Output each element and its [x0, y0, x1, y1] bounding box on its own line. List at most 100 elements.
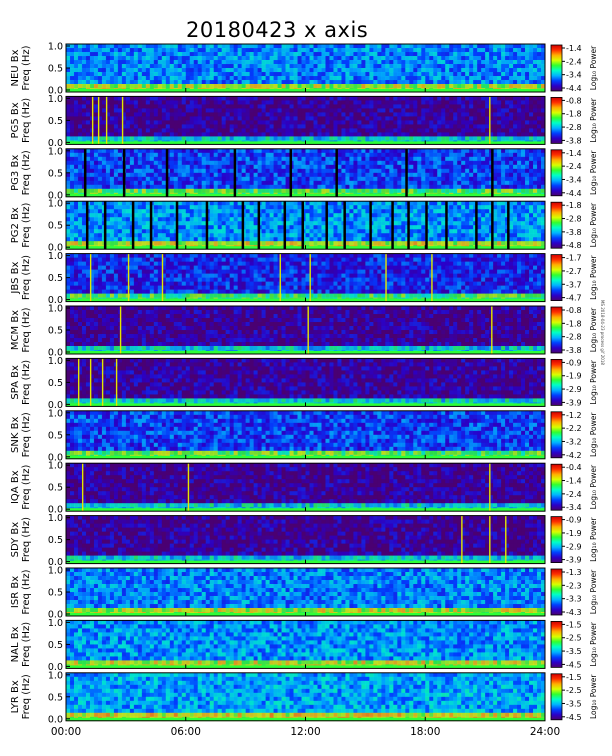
spectral-cell [177, 84, 183, 89]
spectral-cell [309, 180, 314, 186]
spectral-cell [177, 112, 183, 117]
spectral-cell [249, 68, 254, 73]
spectral-cell [217, 209, 222, 214]
spectral-cell [353, 108, 358, 113]
spectral-cell [181, 229, 187, 234]
spectral-cell [429, 76, 434, 81]
spectral-cell [145, 64, 151, 69]
spectral-cell [293, 148, 298, 154]
spectral-cell [77, 84, 83, 89]
spectral-cell [121, 48, 127, 53]
spectral-cell [173, 132, 179, 137]
spectral-cell [353, 64, 358, 69]
spectral-cell [169, 128, 175, 133]
spectral-cell [497, 44, 502, 49]
spectral-cell [373, 76, 378, 81]
colorbar-tick-label: -2.4 [566, 162, 582, 171]
spectral-cell [281, 160, 286, 166]
spectral-cell [141, 84, 147, 89]
spectral-cell [89, 56, 95, 61]
spectral-cell [477, 64, 482, 69]
spectral-cell [349, 68, 354, 73]
spectral-cell [145, 152, 151, 158]
spectral-cell [205, 184, 210, 190]
spectral-cell [209, 96, 214, 101]
spectral-cell [117, 64, 123, 69]
spectral-cell [177, 80, 183, 85]
spectral-cell [129, 72, 135, 77]
spectral-cell [77, 180, 83, 186]
spectral-cell [517, 56, 522, 61]
spectral-cell [265, 188, 270, 194]
spectral-cell [433, 156, 438, 162]
spectral-cell [325, 168, 330, 174]
spectral-cell [449, 156, 454, 162]
spectral-cell [237, 237, 242, 242]
spectral-cell [185, 164, 191, 170]
spectral-cell [377, 168, 382, 174]
spectral-cell [533, 72, 538, 77]
spectral-cell [185, 205, 191, 210]
spectral-cell [505, 52, 510, 57]
spectral-cell [237, 56, 242, 61]
spectral-cell [85, 112, 91, 117]
spectral-cell [385, 112, 390, 117]
spectral-cell [185, 233, 191, 238]
spectral-cell [105, 68, 111, 73]
spectral-cell [453, 176, 458, 182]
spectral-cell [161, 116, 167, 121]
spectral-cell [337, 128, 342, 133]
spectral-cell [241, 164, 246, 170]
spectral-cell [185, 96, 191, 101]
spectral-cell [101, 148, 107, 154]
spectral-cell [85, 44, 91, 49]
spectral-cell [105, 176, 111, 182]
spectral-cell [97, 120, 103, 125]
spectral-cell [197, 164, 203, 170]
spectral-cell [433, 100, 438, 105]
spectral-cell [69, 188, 75, 194]
spectral-cell [301, 132, 306, 137]
spectral-cell [481, 172, 486, 178]
spectral-cell [325, 48, 330, 53]
spectral-cell [525, 156, 530, 162]
spectral-cell [181, 160, 187, 166]
spectral-cell [281, 164, 286, 170]
spectral-cell [413, 56, 418, 61]
spectral-cell [241, 148, 246, 154]
spectral-cell [197, 84, 203, 89]
spectral-cell [389, 80, 394, 85]
spectral-cell [261, 76, 266, 81]
spectral-cell [189, 221, 195, 226]
spectral-cell [349, 180, 354, 186]
spectral-cell [105, 64, 111, 69]
spectral-cell [149, 112, 155, 117]
spectral-cell [201, 60, 207, 65]
spectral-cell [501, 52, 506, 57]
spectral-cell [125, 148, 131, 154]
spectral-cell [101, 136, 107, 141]
spectral-cell [533, 152, 538, 158]
spectral-cell [497, 56, 502, 61]
spectral-cell [117, 80, 123, 85]
spectral-cell [213, 176, 218, 182]
spectral-cell [189, 52, 195, 57]
spectral-cell [209, 152, 214, 158]
spectral-cell [301, 160, 306, 166]
spectral-cell [261, 188, 266, 194]
spectral-cell [529, 160, 534, 166]
spectral-cell [457, 64, 462, 69]
spectral-cell [225, 124, 230, 129]
spectral-cell [66, 168, 71, 174]
spectral-cell [497, 84, 502, 89]
spectral-cell [217, 229, 222, 234]
spectral-cell [377, 188, 382, 194]
spectral-cell [369, 180, 374, 186]
spectral-cell [461, 68, 466, 73]
spectral-cell [97, 72, 103, 77]
spectral-cell [125, 176, 131, 182]
spectral-cell [521, 152, 526, 158]
spectral-cell [337, 148, 342, 154]
spectral-cell [309, 68, 314, 73]
spectral-cell [66, 213, 71, 218]
